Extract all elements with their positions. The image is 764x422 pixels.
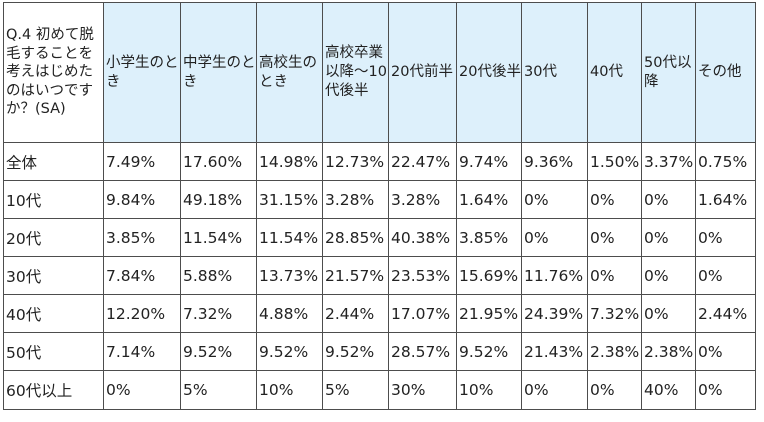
table-cell: 11.54% (256, 218, 323, 257)
table-cell: 2.38% (641, 332, 696, 371)
table-cell: 9.52% (456, 332, 522, 371)
table-cell: 14.98% (256, 142, 323, 181)
table-cell: 9.84% (103, 180, 181, 219)
table-cell: 12.20% (103, 294, 181, 333)
table-cell: 0% (641, 256, 696, 295)
table-cell: 31.15% (256, 180, 323, 219)
table-cell: 0% (641, 294, 696, 333)
table-cell: 0.75% (695, 142, 756, 181)
table-cell: 11.54% (180, 218, 257, 257)
table-cell: 7.84% (103, 256, 181, 295)
table-cell: 0% (695, 256, 756, 295)
table-cell: 9.52% (322, 332, 389, 371)
table-cell: 49.18% (180, 180, 257, 219)
column-header: 20代後半 (456, 2, 522, 143)
table-cell: 12.73% (322, 142, 389, 181)
table-cell: 3.85% (103, 218, 181, 257)
table-cell: 7.32% (587, 294, 642, 333)
table-cell: 7.49% (103, 142, 181, 181)
table-cell: 5.88% (180, 256, 257, 295)
table-row: 50代 7.14% 9.52% 9.52% 9.52% 28.57% 9.52%… (3, 332, 756, 371)
table-cell: 0% (587, 256, 642, 295)
table-cell: 0% (587, 370, 642, 410)
row-label: 30代 (3, 256, 104, 295)
table-cell: 0% (695, 332, 756, 371)
row-label: 全体 (3, 142, 104, 181)
table-cell: 3.28% (388, 180, 457, 219)
table-cell: 9.74% (456, 142, 522, 181)
table-cell: 0% (641, 180, 696, 219)
table-row: 10代 9.84% 49.18% 31.15% 3.28% 3.28% 1.64… (3, 180, 756, 219)
table-cell: 11.76% (521, 256, 588, 295)
table-cell: 13.73% (256, 256, 323, 295)
row-label: 40代 (3, 294, 104, 333)
table-cell: 0% (103, 370, 181, 410)
table-cell: 15.69% (456, 256, 522, 295)
table-cell: 28.85% (322, 218, 389, 257)
survey-results-table: Q.4 初めて脱毛することを考えはじめたのはいつですか？(SA) 小学生のとき … (3, 2, 756, 410)
table-cell: 28.57% (388, 332, 457, 371)
table-cell: 17.60% (180, 142, 257, 181)
column-header: 20代前半 (388, 2, 457, 143)
table-cell: 2.38% (587, 332, 642, 371)
table-row: 30代 7.84% 5.88% 13.73% 21.57% 23.53% 15.… (3, 256, 756, 295)
table-cell: 9.52% (180, 332, 257, 371)
table-cell: 21.95% (456, 294, 522, 333)
table-cell: 5% (322, 370, 389, 410)
table-cell: 2.44% (322, 294, 389, 333)
table-cell: 3.28% (322, 180, 389, 219)
table-cell: 2.44% (695, 294, 756, 333)
row-label: 50代 (3, 332, 104, 371)
table-cell: 40.38% (388, 218, 457, 257)
table-cell: 17.07% (388, 294, 457, 333)
column-header: 高校卒業以降～10代後半 (322, 2, 389, 143)
table-cell: 21.57% (322, 256, 389, 295)
column-header: 40代 (587, 2, 642, 143)
table-cell: 0% (641, 218, 696, 257)
table-cell: 30% (388, 370, 457, 410)
table-cell: 5% (180, 370, 257, 410)
table-cell: 24.39% (521, 294, 588, 333)
table-row: 全体 7.49% 17.60% 14.98% 12.73% 22.47% 9.7… (3, 142, 756, 181)
table-cell: 0% (587, 218, 642, 257)
table-cell: 0% (695, 370, 756, 410)
table-cell: 0% (521, 180, 588, 219)
row-label: 20代 (3, 218, 104, 257)
column-header: その他 (695, 2, 756, 143)
row-label: 10代 (3, 180, 104, 219)
table-cell: 1.64% (456, 180, 522, 219)
question-header: Q.4 初めて脱毛することを考えはじめたのはいつですか？(SA) (3, 2, 104, 143)
table-cell: 0% (587, 180, 642, 219)
row-label: 60代以上 (3, 370, 104, 410)
table-cell: 1.64% (695, 180, 756, 219)
table-row: 20代 3.85% 11.54% 11.54% 28.85% 40.38% 3.… (3, 218, 756, 257)
table-cell: 21.43% (521, 332, 588, 371)
table-cell: 4.88% (256, 294, 323, 333)
table-cell: 3.37% (641, 142, 696, 181)
table-cell: 40% (641, 370, 696, 410)
table-cell: 22.47% (388, 142, 457, 181)
table-cell: 9.36% (521, 142, 588, 181)
table-cell: 9.52% (256, 332, 323, 371)
column-header: 30代 (521, 2, 588, 143)
table-cell: 3.85% (456, 218, 522, 257)
survey-table-container: Q.4 初めて脱毛することを考えはじめたのはいつですか？(SA) 小学生のとき … (3, 2, 756, 410)
table-header-row: Q.4 初めて脱毛することを考えはじめたのはいつですか？(SA) 小学生のとき … (3, 2, 756, 143)
table-cell: 0% (521, 370, 588, 410)
column-header: 50代以降 (641, 2, 696, 143)
column-header: 中学生のとき (180, 2, 257, 143)
table-row: 60代以上 0% 5% 10% 5% 30% 10% 0% 0% 40% 0% (3, 370, 756, 410)
table-cell: 7.14% (103, 332, 181, 371)
table-cell: 1.50% (587, 142, 642, 181)
table-row: 40代 12.20% 7.32% 4.88% 2.44% 17.07% 21.9… (3, 294, 756, 333)
column-header: 小学生のとき (103, 2, 181, 143)
table-cell: 23.53% (388, 256, 457, 295)
table-cell: 10% (456, 370, 522, 410)
table-cell: 0% (695, 218, 756, 257)
table-cell: 7.32% (180, 294, 257, 333)
column-header: 高校生のとき (256, 2, 323, 143)
table-cell: 0% (521, 218, 588, 257)
table-cell: 10% (256, 370, 323, 410)
